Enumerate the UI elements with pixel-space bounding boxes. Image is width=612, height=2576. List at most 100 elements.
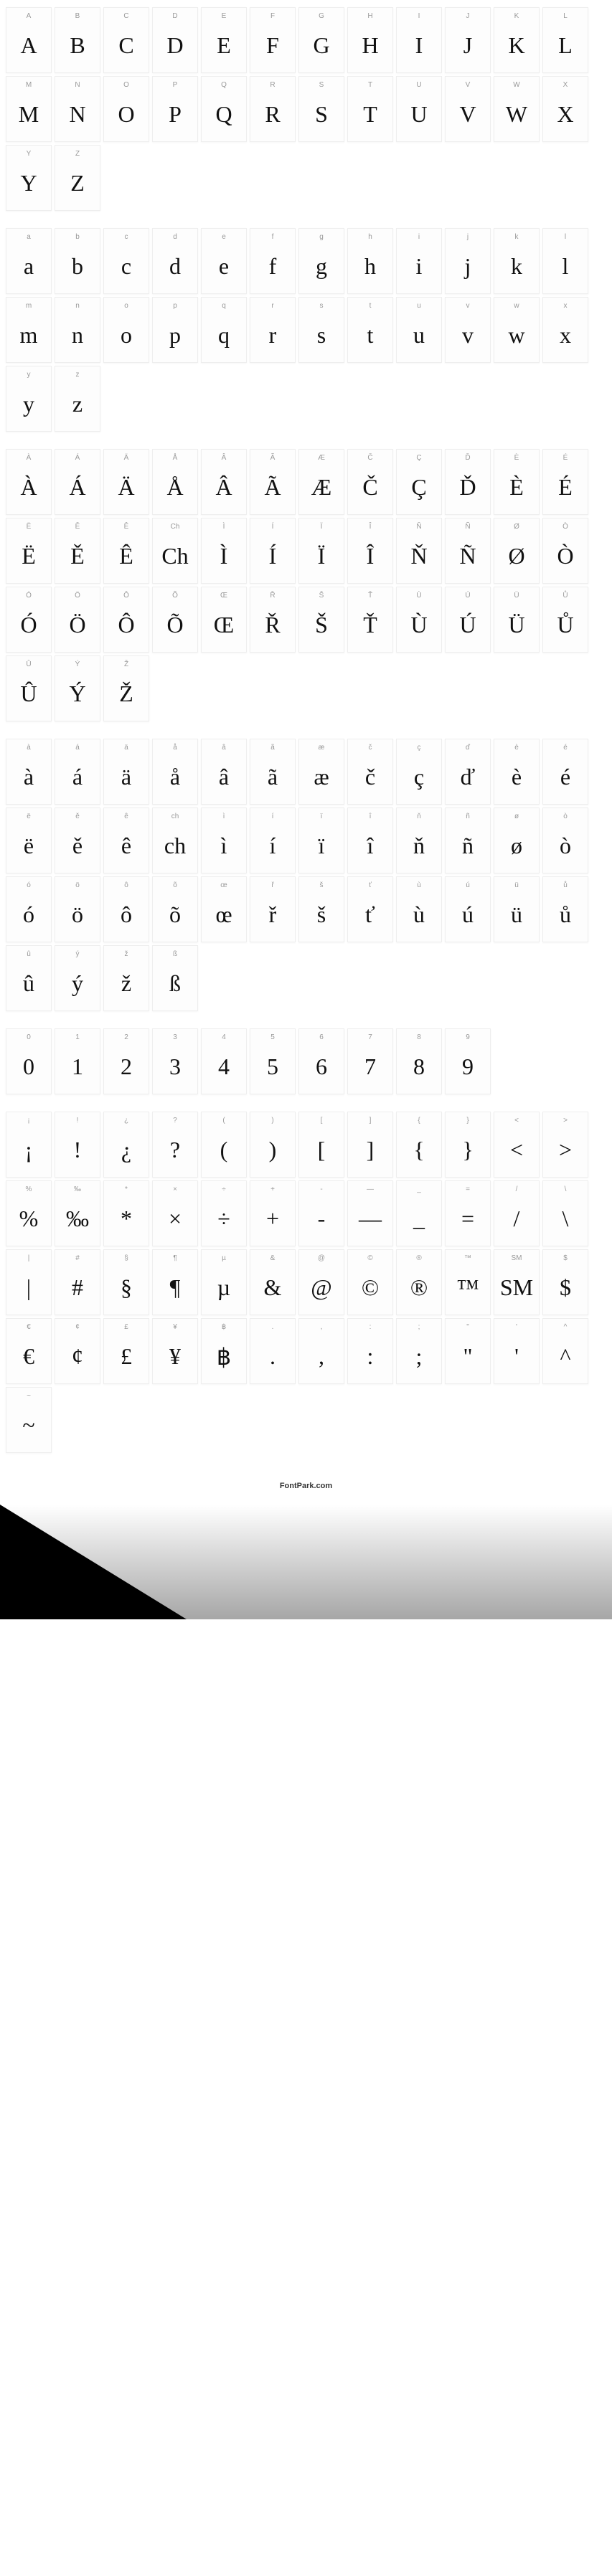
glyph-label: í [272,813,274,823]
glyph: ô [121,901,132,928]
glyph-cell: ## [55,1249,100,1315]
glyph-grid: ÀÀÁÁÄÄÅÅÂÂÃÃÆÆČČÇÇĎĎÈÈÉÉËËĚĚÊÊChChÌÌÍÍÏÏ… [6,449,606,721]
glyph: # [72,1274,83,1301]
glyph: x [560,322,571,349]
glyph-cell: YY [6,145,52,211]
glyph: Ñ [459,543,476,569]
glyph-cell: ŠŠ [298,587,344,653]
glyph: 0 [23,1053,34,1080]
glyph-label: ú [466,881,470,891]
glyph-cell: ßß [152,945,198,1011]
glyph-label: ó [27,881,31,891]
glyph-label: © [367,1254,372,1264]
glyph-cell: ýý [55,945,100,1011]
glyph-cell: ÈÈ [494,449,540,515]
glyph-label: È [514,454,519,464]
glyph: ç [414,764,424,790]
section-punctuation: ¡¡!!¿¿??(())[[]]{{}}<<>>%%‰‰**××÷÷++--——… [6,1112,606,1453]
font-specimen: AABBCCDDEEFFGGHHIIJJKKLLMMNNOOPPQQRRSSTT… [0,0,612,1505]
glyph-cell: ÕÕ [152,587,198,653]
glyph-cell: // [494,1180,540,1246]
glyph: D [166,32,183,59]
glyph-cell: ĎĎ [445,449,491,515]
glyph-label: @ [318,1254,325,1264]
glyph-cell: XX [542,76,588,142]
glyph-cell: ěě [55,808,100,873]
glyph-label: p [173,302,177,312]
glyph-cell: šš [298,876,344,942]
glyph-cell: [[ [298,1112,344,1178]
glyph-cell: ìì [201,808,247,873]
glyph: + [266,1206,279,1232]
glyph: l [562,253,569,280]
glyph-cell: ââ [201,739,247,805]
glyph: N [69,101,85,128]
glyph: š [317,901,326,928]
glyph-label: v [466,302,470,312]
glyph-cell: hh [347,228,393,294]
glyph-grid: AABBCCDDEEFFGGHHIIJJKKLLMMNNOOPPQQRRSSTT… [6,7,606,211]
glyph: Õ [166,612,183,638]
glyph: I [415,32,423,59]
glyph-cell: ;; [396,1318,442,1384]
glyph-cell: ,, [298,1318,344,1384]
glyph: U [410,101,427,128]
glyph-cell: $$ [542,1249,588,1315]
glyph-cell: ZZ [55,145,100,211]
glyph: K [508,32,524,59]
glyph-cell: ** [103,1180,149,1246]
glyph-label: Æ [318,454,325,464]
glyph-cell: ÄÄ [103,449,149,515]
glyph: ř [269,901,277,928]
glyph-label: u [417,302,421,312]
glyph-label: { [418,1117,420,1127]
glyph-label: < [514,1117,519,1127]
glyph: 8 [413,1053,425,1080]
glyph-label: I [418,12,420,22]
glyph-label: o [124,302,128,312]
glyph-cell: çç [396,739,442,805]
glyph-cell: ¢¢ [55,1318,100,1384]
glyph-label: ö [75,881,80,891]
glyph-cell: yy [6,366,52,432]
glyph-cell: qq [201,297,247,363]
glyph: h [364,253,376,280]
glyph-cell: ÓÓ [6,587,52,653]
glyph: 4 [218,1053,230,1080]
glyph-cell: ÂÂ [201,449,247,515]
glyph-cell: ÃÃ [250,449,296,515]
glyph-label: J [466,12,470,22]
glyph-cell: 44 [201,1028,247,1094]
glyph: ó [23,901,34,928]
glyph: F [266,32,279,59]
glyph-cell: SMSM [494,1249,540,1315]
glyph-label: ù [417,881,421,891]
glyph-label: , [321,1323,323,1333]
glyph: ë [24,833,34,859]
glyph: % [19,1206,39,1232]
glyph: b [72,253,83,280]
glyph-label: ë [27,813,31,823]
glyph: ň [413,833,425,859]
glyph-label: Ì [223,523,225,533]
glyph: y [23,391,34,417]
glyph: Ã [264,474,281,501]
glyph-label: ? [173,1117,177,1127]
glyph: ù [413,901,425,928]
glyph-cell: jj [445,228,491,294]
glyph-cell: vv [445,297,491,363]
glyph: ď [461,764,476,790]
glyph-label: h [368,233,372,243]
glyph: ý [72,970,83,997]
glyph-label: î [369,813,372,823]
glyph-cell: || [6,1249,52,1315]
glyph-label: + [270,1185,275,1195]
glyph: H [362,32,378,59]
glyph-cell: gg [298,228,344,294]
glyph: \ [562,1206,569,1232]
glyph-cell: čč [347,739,393,805]
glyph-cell: cc [103,228,149,294]
glyph: Č [362,474,377,501]
glyph-label: / [516,1185,518,1195]
glyph-cell: AA [6,7,52,73]
